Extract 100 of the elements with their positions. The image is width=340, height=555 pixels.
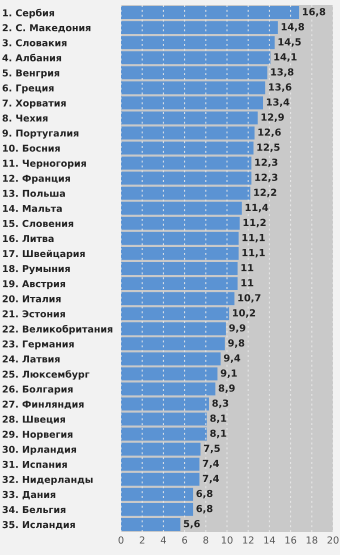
bar bbox=[121, 337, 225, 350]
bar bbox=[121, 442, 200, 456]
data-label: 14,5 bbox=[278, 38, 301, 47]
data-label: 9,9 bbox=[229, 324, 246, 333]
data-label: 13,8 bbox=[271, 68, 294, 77]
y-tick-label: 6. Греция bbox=[2, 84, 54, 94]
bar bbox=[121, 292, 234, 306]
y-tick-label: 5. Венгрия bbox=[2, 69, 60, 78]
bar bbox=[121, 488, 194, 501]
data-label: 8,1 bbox=[210, 430, 226, 438]
bar bbox=[121, 262, 238, 275]
data-label: 10,7 bbox=[238, 294, 260, 303]
bar bbox=[121, 96, 264, 110]
bar bbox=[121, 518, 180, 531]
x-tick-label: 14 bbox=[264, 536, 276, 544]
data-label: 12,9 bbox=[262, 113, 284, 122]
data-label: 11,1 bbox=[242, 234, 265, 242]
x-tick-label: 20 bbox=[328, 536, 339, 544]
data-label: 11,4 bbox=[246, 204, 268, 212]
data-label: 7,4 bbox=[202, 460, 219, 468]
y-tick-label: 14. Мальта bbox=[3, 204, 62, 212]
data-label: 12,2 bbox=[254, 188, 276, 198]
data-label: 9,4 bbox=[224, 354, 240, 363]
y-tick-label: 13. Польша bbox=[3, 190, 65, 197]
y-tick-label: 3. Словакия bbox=[2, 39, 66, 46]
data-label: 12,3 bbox=[255, 174, 278, 182]
y-tick-label: 15. Словения bbox=[3, 220, 74, 228]
bar bbox=[121, 81, 266, 94]
y-tick-label: 10. Босния bbox=[3, 144, 60, 152]
y-tick-label: 7. Хорватия bbox=[2, 100, 66, 108]
data-label: 12,5 bbox=[257, 144, 280, 152]
x-tick-label: 10 bbox=[222, 536, 233, 544]
y-tick-label: 33. Дания bbox=[2, 490, 56, 500]
bar bbox=[121, 367, 218, 380]
bar bbox=[121, 458, 200, 471]
data-label: 13,6 bbox=[269, 83, 292, 92]
data-label: 8,9 bbox=[218, 384, 235, 394]
y-tick-label: 11. Черногория bbox=[3, 160, 86, 169]
x-tick-label: 4 bbox=[160, 536, 166, 544]
data-label: 12,6 bbox=[258, 128, 281, 138]
y-tick-label: 22. Великобритания bbox=[2, 324, 112, 334]
data-label: 11,1 bbox=[242, 249, 265, 258]
bar bbox=[121, 172, 252, 185]
bar bbox=[121, 156, 252, 170]
bar bbox=[121, 36, 275, 50]
bar bbox=[121, 142, 254, 155]
bar bbox=[121, 412, 207, 426]
data-label: 9,8 bbox=[228, 339, 244, 348]
y-tick-label: 31. Испания bbox=[2, 460, 67, 468]
y-tick-label: 35. Исландия bbox=[2, 521, 75, 530]
y-tick-label: 25. Люксембург bbox=[2, 370, 90, 380]
x-tick-label: 16 bbox=[285, 536, 296, 544]
y-tick-label: 8. Чехия bbox=[2, 114, 48, 122]
y-tick-label: 30. Ирландия bbox=[2, 446, 76, 455]
y-tick-label: 19. Австрия bbox=[3, 280, 66, 290]
data-label: 8,1 bbox=[210, 414, 226, 424]
data-label: 6,8 bbox=[196, 490, 212, 498]
bar bbox=[121, 472, 200, 486]
bar bbox=[121, 216, 240, 230]
y-tick-label: 21. Эстония bbox=[2, 310, 65, 318]
y-tick-label: 34. Бельгия bbox=[2, 506, 66, 514]
bar bbox=[121, 277, 238, 290]
data-label: 11 bbox=[241, 264, 254, 272]
y-tick-label: 2. С. Македония bbox=[2, 24, 90, 32]
bar bbox=[121, 307, 230, 320]
data-label: 5,6 bbox=[184, 520, 200, 529]
bar bbox=[121, 6, 300, 20]
x-tick-label: 6 bbox=[182, 536, 188, 544]
data-label: 8,3 bbox=[212, 399, 228, 408]
y-tick-label: 4. Албания bbox=[2, 54, 62, 62]
x-tick-label: 12 bbox=[243, 536, 254, 544]
y-tick-label: 28. Швеция bbox=[2, 416, 65, 424]
y-tick-label: 18. Румыния bbox=[3, 265, 70, 274]
bar bbox=[121, 502, 194, 516]
bar bbox=[121, 352, 221, 366]
bar bbox=[121, 428, 207, 441]
bar bbox=[121, 51, 270, 64]
y-tick-label: 26. Болгария bbox=[2, 386, 73, 395]
bar bbox=[121, 232, 239, 245]
bar bbox=[121, 246, 239, 260]
bar bbox=[121, 382, 216, 396]
y-tick-label: 27. Финляндия bbox=[2, 400, 84, 409]
data-label: 12,3 bbox=[255, 158, 278, 168]
bar bbox=[121, 398, 209, 410]
x-tick-label: 18 bbox=[306, 536, 318, 544]
bar bbox=[121, 202, 242, 215]
x-tick-label: 2 bbox=[140, 536, 144, 544]
y-tick-label: 9. Португалия bbox=[2, 130, 78, 139]
y-tick-label: 20. Италия bbox=[2, 295, 61, 302]
data-label: 7,5 bbox=[204, 444, 220, 454]
y-tick-label: 29. Норвегия bbox=[2, 430, 72, 440]
data-label: 13,4 bbox=[266, 98, 290, 107]
data-label: 11 bbox=[241, 279, 254, 286]
bar bbox=[121, 111, 258, 124]
x-tick-label: 0 bbox=[118, 536, 124, 544]
x-tick-label: 8 bbox=[203, 536, 208, 544]
y-tick-label: 12. Франция bbox=[3, 174, 70, 184]
y-tick-label: 16. Литва bbox=[3, 234, 54, 242]
data-label: 16,8 bbox=[302, 8, 326, 17]
y-tick-label: 1. Сербия bbox=[3, 8, 54, 18]
